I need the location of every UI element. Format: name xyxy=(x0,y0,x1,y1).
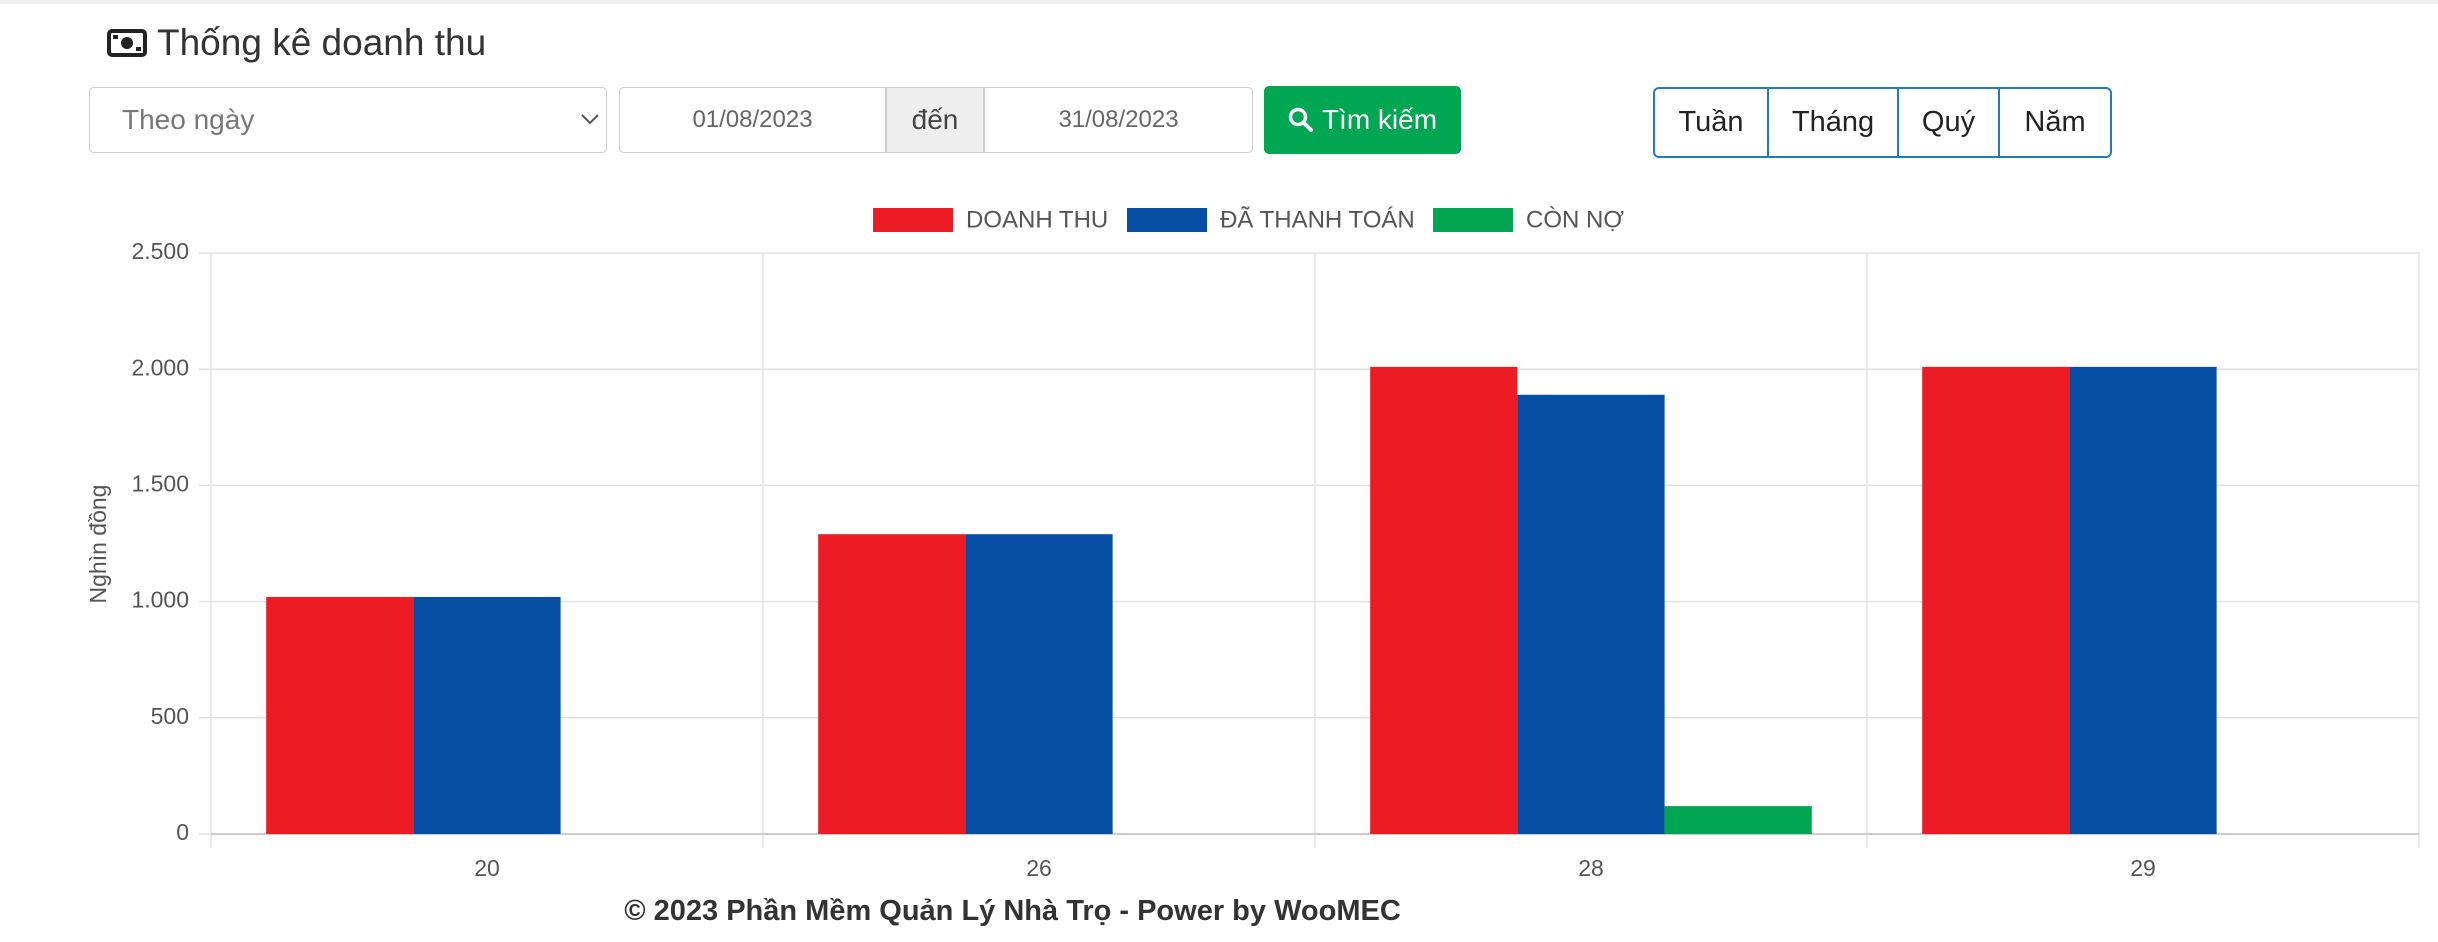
period-button[interactable]: Quý xyxy=(1899,89,2000,156)
select-text: Theo ngày xyxy=(122,104,255,135)
button-text: Tìm kiếm xyxy=(1321,104,1438,135)
legend-swatch xyxy=(1127,208,1207,232)
y-axis-label: Nghìn đồng xyxy=(85,485,111,604)
bar xyxy=(1664,806,1812,834)
legend-swatch xyxy=(873,208,953,232)
date-from[interactable]: 01/08/2023 xyxy=(619,87,886,153)
date-to[interactable]: 31/08/2023 xyxy=(984,87,1253,153)
search-icon xyxy=(1288,107,1313,132)
top-bar xyxy=(0,0,2438,4)
bar xyxy=(2069,366,2217,834)
legend-label: ĐÃ THANH TOÁN xyxy=(1220,206,1415,233)
y-tick-label: 500 xyxy=(151,703,189,729)
y-tick-label: 0 xyxy=(176,819,189,845)
bar xyxy=(965,534,1113,834)
period-button[interactable]: Tuần xyxy=(1655,89,1769,156)
bar xyxy=(1517,394,1665,834)
bar xyxy=(1370,366,1518,834)
x-tick-label: 20 xyxy=(474,855,500,881)
y-tick-label: 2.500 xyxy=(131,238,189,264)
bar xyxy=(413,596,561,834)
page-title: Thống kê doanh thu xyxy=(107,22,486,64)
legend-label: DOANH THU xyxy=(966,206,1108,233)
bar xyxy=(1922,366,2070,834)
footer: © 2023 Phần Mềm Quản Lý Nhà Trọ - Power … xyxy=(624,895,1401,927)
money-icon xyxy=(107,29,147,57)
period-button[interactable]: Tháng xyxy=(1769,89,1899,156)
y-tick-label: 1.500 xyxy=(131,470,189,496)
search-button[interactable]: Tìm kiếm xyxy=(1264,86,1461,154)
title-text: Thống kê doanh thu xyxy=(157,22,487,63)
bar xyxy=(818,534,966,834)
legend-label: CÒN NỢ xyxy=(1526,206,1624,233)
x-tick-label: 26 xyxy=(1026,855,1052,881)
legend-swatch xyxy=(1433,208,1513,232)
select-caret xyxy=(581,114,599,125)
period-button[interactable]: Năm xyxy=(2024,106,2086,138)
period-group: Tuần Tháng Quý Năm xyxy=(1653,87,2112,158)
y-tick-label: 2.000 xyxy=(131,354,189,380)
bar xyxy=(266,596,414,834)
x-tick-label: 28 xyxy=(1578,855,1604,881)
date-separator: đến xyxy=(886,87,984,153)
x-tick-label: 29 xyxy=(2130,855,2156,881)
mode-select[interactable]: Theo ngày xyxy=(89,87,607,153)
y-tick-label: 1.000 xyxy=(131,587,189,613)
